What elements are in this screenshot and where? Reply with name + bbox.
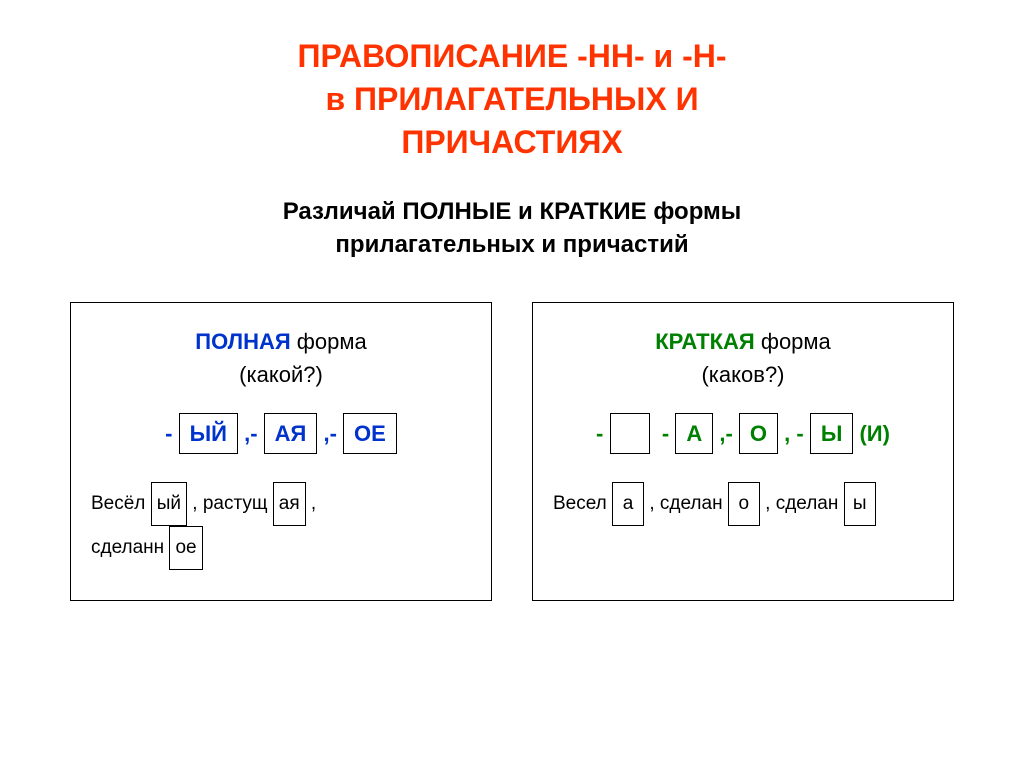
sep: , xyxy=(760,493,776,514)
example-end-box: ая xyxy=(273,482,306,526)
dash: - xyxy=(165,421,178,446)
full-form-question: (какой?) xyxy=(239,362,323,387)
example-end-box: ый xyxy=(151,482,187,526)
sep: , - xyxy=(784,421,810,446)
ending-box-empty xyxy=(610,413,650,454)
sep: , xyxy=(306,493,317,514)
example-stem: растущ xyxy=(203,493,268,514)
short-form-question: (каков?) xyxy=(701,362,784,387)
title-line-1: ПРАВОПИСАНИЕ -НН- и -Н- xyxy=(60,35,964,78)
sep: ,- xyxy=(323,421,343,446)
example-stem: сделан xyxy=(660,493,723,514)
ending-box: Ы xyxy=(810,413,854,454)
example-stem: сделан xyxy=(776,493,839,514)
full-examples: Весёл ый , растущ ая , сделанн ое xyxy=(91,482,471,570)
sep: , xyxy=(644,493,660,514)
ending-box: АЯ xyxy=(264,413,318,454)
full-form-card: ПОЛНАЯ форма (какой?) - ЫЙ ,- АЯ ,- ОЕ В… xyxy=(70,302,492,601)
title-line-2: в ПРИЛАГАТЕЛЬНЫХ И xyxy=(60,78,964,121)
example-stem: сделанн xyxy=(91,537,164,558)
ending-box: ЫЙ xyxy=(179,413,238,454)
sep: - xyxy=(656,421,676,446)
columns-container: ПОЛНАЯ форма (какой?) - ЫЙ ,- АЯ ,- ОЕ В… xyxy=(60,302,964,601)
sep: ,- xyxy=(719,421,739,446)
endings-tail: (И) xyxy=(859,421,889,446)
full-form-word: форма xyxy=(291,329,367,354)
sep: , xyxy=(187,493,203,514)
full-endings-row: - ЫЙ ,- АЯ ,- ОЕ xyxy=(91,413,471,454)
title-line-3: ПРИЧАСТИЯХ xyxy=(60,121,964,164)
main-title: ПРАВОПИСАНИЕ -НН- и -Н- в ПРИЛАГАТЕЛЬНЫХ… xyxy=(60,35,964,165)
example-end-box: а xyxy=(612,482,644,526)
dash: - xyxy=(596,421,609,446)
full-form-label: ПОЛНАЯ xyxy=(195,329,290,354)
short-examples: Весел а , сделан о , сделан ы xyxy=(553,482,933,526)
example-end-box: ы xyxy=(844,482,876,526)
example-stem: Весел xyxy=(553,493,607,514)
subtitle-line-1: Различай ПОЛНЫЕ и КРАТКИЕ формы xyxy=(60,195,964,229)
short-form-head: КРАТКАЯ форма (каков?) xyxy=(553,325,933,391)
ending-box: ОЕ xyxy=(343,413,397,454)
ending-box: О xyxy=(739,413,778,454)
full-form-head: ПОЛНАЯ форма (какой?) xyxy=(91,325,471,391)
example-end-box: о xyxy=(728,482,760,526)
short-form-label: КРАТКАЯ xyxy=(655,329,755,354)
short-form-card: КРАТКАЯ форма (каков?) - - А ,- О , - Ы … xyxy=(532,302,954,601)
sep: ,- xyxy=(244,421,264,446)
short-form-word: форма xyxy=(755,329,831,354)
example-end-box: ое xyxy=(169,526,202,570)
subtitle-line-2: прилагательных и причастий xyxy=(60,228,964,262)
subtitle: Различай ПОЛНЫЕ и КРАТКИЕ формы прилагат… xyxy=(60,195,964,262)
ending-box: А xyxy=(675,413,713,454)
short-endings-row: - - А ,- О , - Ы (И) xyxy=(553,413,933,454)
example-stem: Весёл xyxy=(91,493,145,514)
